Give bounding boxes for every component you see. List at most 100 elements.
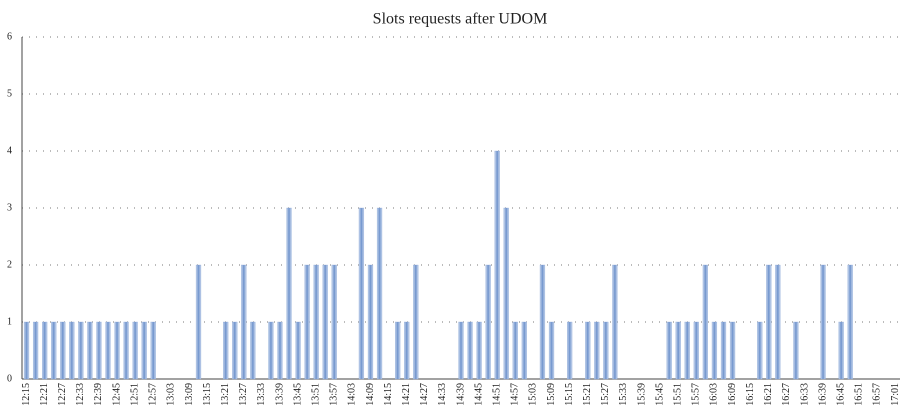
bar xyxy=(358,207,365,380)
bar xyxy=(232,321,238,380)
x-tick-label: 15:39 xyxy=(636,383,647,406)
y-tick-label: 6 xyxy=(7,31,12,42)
bar xyxy=(413,264,419,380)
x-tick-label: 15:33 xyxy=(618,383,629,406)
bar xyxy=(331,264,337,380)
bar xyxy=(69,321,75,380)
y-tick-label: 4 xyxy=(7,145,12,156)
x-tick-label: 16:27 xyxy=(781,383,792,406)
x-tick-label: 16:09 xyxy=(727,383,738,406)
bar xyxy=(304,264,310,380)
x-tick-label: 14:33 xyxy=(437,383,448,406)
bar xyxy=(295,321,301,380)
x-tick-label: 16:57 xyxy=(872,383,883,406)
bar xyxy=(603,321,609,380)
bar xyxy=(404,321,410,380)
bar xyxy=(395,321,401,380)
bar xyxy=(241,264,247,380)
x-tick-label: 16:15 xyxy=(745,383,756,406)
bar xyxy=(711,321,718,380)
bar xyxy=(141,321,147,380)
x-tick-label: 15:21 xyxy=(582,383,593,406)
bar xyxy=(132,321,138,380)
x-tick-label: 12:39 xyxy=(93,383,104,406)
x-tick-label: 13:27 xyxy=(238,383,249,406)
bar xyxy=(820,264,826,380)
bar xyxy=(195,264,202,380)
x-tick-label: 14:51 xyxy=(492,383,503,406)
bar xyxy=(376,207,383,380)
x-tick-label: 17:01 xyxy=(890,383,901,406)
x-tick-label: 16:45 xyxy=(835,383,846,406)
bar xyxy=(585,321,591,380)
bar xyxy=(96,321,102,380)
y-tick-label: 2 xyxy=(7,259,12,270)
bar xyxy=(666,321,672,380)
x-tick-label: 15:09 xyxy=(546,383,557,406)
bar xyxy=(286,207,292,380)
x-tick-label: 13:51 xyxy=(310,383,321,406)
x-tick-label: 13:45 xyxy=(292,383,303,406)
bar xyxy=(250,321,256,380)
bar xyxy=(512,321,518,380)
bar xyxy=(838,321,844,380)
bar xyxy=(42,321,48,380)
y-tick-label: 1 xyxy=(7,316,12,327)
bar xyxy=(322,264,328,380)
x-tick-label: 14:45 xyxy=(473,383,484,406)
bar xyxy=(612,264,618,380)
x-tick-label: 12:21 xyxy=(39,383,50,406)
bar xyxy=(539,264,546,380)
bar xyxy=(847,264,853,380)
bar xyxy=(793,321,799,380)
x-tick-label: 13:21 xyxy=(220,383,231,406)
bar xyxy=(503,207,509,380)
x-tick-label: 14:21 xyxy=(401,383,412,406)
bar xyxy=(476,321,482,380)
x-tick-label: 12:27 xyxy=(57,383,68,406)
bar xyxy=(367,264,374,380)
x-tick-label: 15:15 xyxy=(564,383,575,406)
bar xyxy=(729,321,736,380)
bar xyxy=(277,321,283,380)
bar xyxy=(594,321,600,380)
bar xyxy=(757,321,763,380)
y-tick-label: 5 xyxy=(7,88,12,99)
bar xyxy=(693,321,699,380)
x-tick-label: 16:03 xyxy=(709,383,720,406)
bar xyxy=(485,264,491,380)
bar xyxy=(78,321,84,380)
bar xyxy=(494,150,500,380)
x-tick-label: 16:51 xyxy=(854,383,865,406)
bar xyxy=(105,321,111,380)
x-tick-label: 16:39 xyxy=(817,383,828,406)
bar xyxy=(313,264,319,380)
bar xyxy=(32,321,39,380)
x-tick-label: 16:33 xyxy=(799,383,810,406)
x-tick-label: 15:03 xyxy=(528,383,539,406)
bar xyxy=(123,321,129,380)
bar xyxy=(268,321,274,380)
x-tick-label: 14:03 xyxy=(347,383,358,406)
x-tick-label: 15:51 xyxy=(673,383,684,406)
chart-title: Slots requests after UDOM xyxy=(373,11,548,28)
bar xyxy=(223,321,229,380)
x-tick-label: 12:45 xyxy=(111,383,122,406)
x-tick-label: 13:33 xyxy=(256,383,267,406)
x-tick-label: 12:33 xyxy=(75,383,86,406)
bar xyxy=(150,321,156,380)
x-tick-label: 16:21 xyxy=(763,383,774,406)
bar xyxy=(51,321,57,380)
bar xyxy=(458,321,464,380)
bar xyxy=(684,321,690,380)
x-tick-label: 15:57 xyxy=(691,383,702,406)
bar xyxy=(675,321,681,380)
x-tick-label: 13:09 xyxy=(184,383,195,406)
y-tick-label: 3 xyxy=(7,202,12,213)
x-tick-label: 13:57 xyxy=(329,383,340,406)
x-tick-label: 15:45 xyxy=(654,383,665,406)
x-tick-label: 13:39 xyxy=(274,383,285,406)
bar xyxy=(775,264,781,380)
bar xyxy=(467,321,473,380)
